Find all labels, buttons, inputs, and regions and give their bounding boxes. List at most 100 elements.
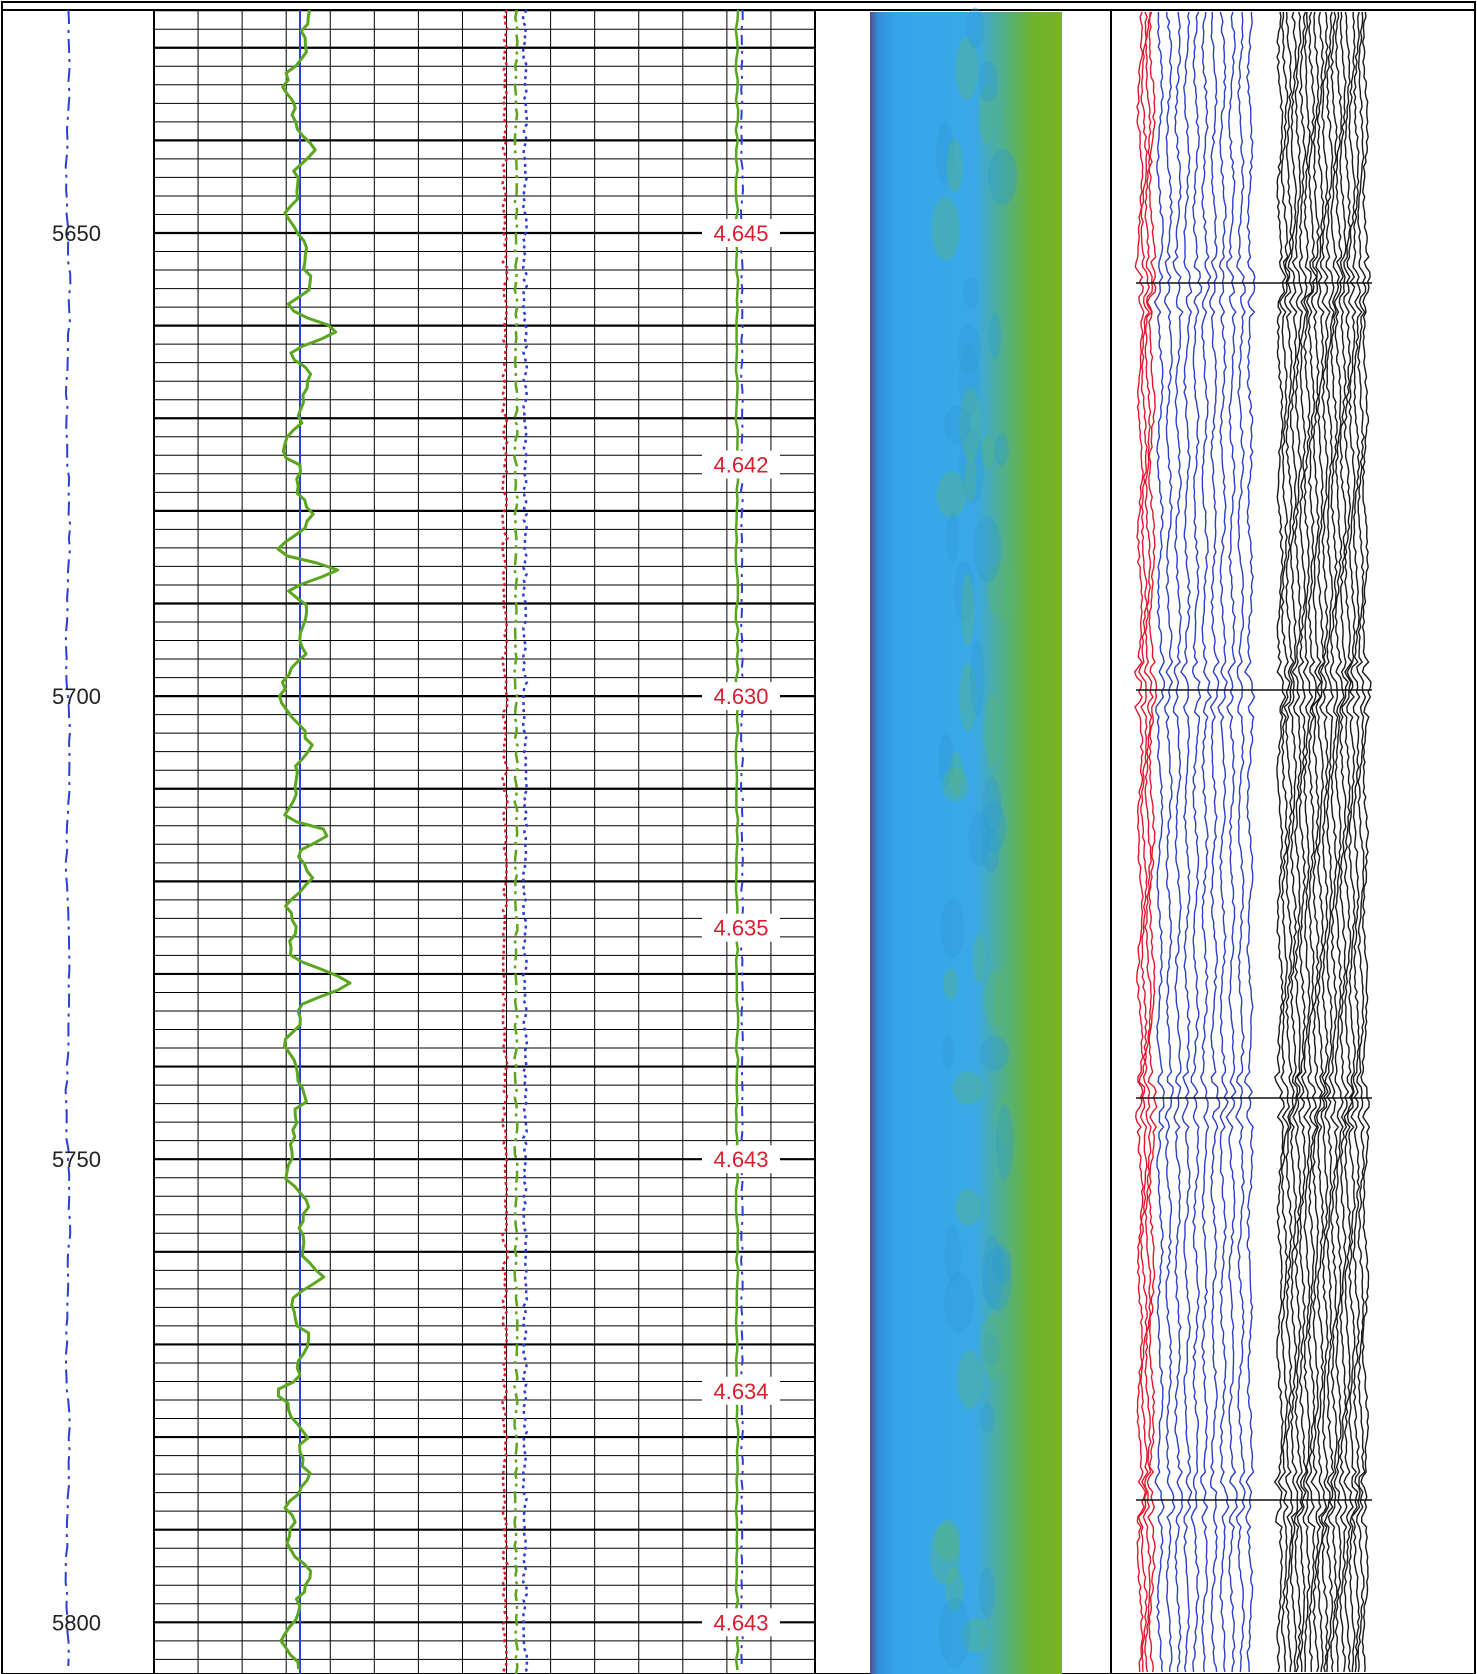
value-label-box	[702, 450, 780, 479]
waveform-trace	[1137, 11, 1150, 1673]
value-label: 4.643	[713, 1610, 768, 1635]
waveform-trace	[1172, 11, 1184, 1672]
value-label: 4.635	[713, 916, 768, 941]
image-texture-blob	[978, 60, 999, 103]
waveform-trace	[1208, 11, 1221, 1673]
depth-track: 5650 5700 5750 5800	[52, 9, 101, 1667]
image-texture-blob	[943, 968, 958, 1001]
image-texture-blob	[961, 1618, 990, 1653]
waveform-trace	[1360, 11, 1372, 1673]
image-texture-blob	[957, 324, 982, 373]
image-texture-blob	[988, 148, 1018, 206]
image-texture-blob	[962, 276, 980, 309]
value-label: 4.634	[713, 1379, 768, 1404]
waveform-trace	[1217, 11, 1230, 1673]
image-texture-blob	[983, 1332, 1001, 1366]
image-track	[870, 7, 1062, 1674]
image-texture-blob	[952, 1071, 984, 1105]
image-texture-blob	[988, 313, 1002, 359]
image-texture-blob	[966, 7, 985, 49]
image-texture-blob	[972, 934, 986, 983]
image-texture-blob	[968, 811, 991, 867]
waveform-trace	[1190, 11, 1203, 1673]
image-texture-blob	[931, 196, 960, 261]
image-texture-blob	[981, 1236, 1004, 1309]
value-label-box	[702, 1608, 780, 1637]
image-texture-blob	[938, 733, 954, 787]
value-label: 4.645	[713, 221, 768, 246]
waveform-trace	[1235, 11, 1246, 1673]
waveform-trace	[1287, 11, 1299, 1673]
waveform-trace	[1243, 11, 1256, 1673]
image-texture-blob	[984, 692, 1000, 767]
waveform-trace	[1310, 11, 1323, 1673]
image-texture-blob	[959, 344, 980, 418]
image-texture-blob	[982, 1246, 1012, 1311]
image-texture-blob	[995, 1093, 1014, 1148]
image-texture-blob	[955, 36, 979, 101]
image-texture-blob	[995, 1104, 1014, 1180]
value-label: 4.642	[713, 453, 768, 478]
waveform-trace	[1323, 11, 1335, 1673]
waveform-trace	[1300, 12, 1314, 1673]
waveform-trace	[1315, 11, 1328, 1673]
waveform-track	[1110, 10, 1372, 1674]
green-dashed-curve	[513, 9, 519, 1674]
image-texture-blob	[936, 471, 967, 519]
waveform-trace	[1146, 11, 1158, 1673]
image-texture-blob	[938, 1597, 971, 1668]
image-texture-blob	[981, 827, 1000, 873]
image-texture-blob	[946, 511, 960, 563]
waveform-trace	[1305, 11, 1318, 1673]
value-label-box	[702, 1145, 780, 1174]
waveform-trace	[1350, 11, 1363, 1673]
waveform-trace	[1338, 11, 1350, 1673]
waveform-trace	[1180, 11, 1193, 1673]
image-texture-blob	[943, 1272, 974, 1333]
waveform-trace	[1283, 11, 1295, 1673]
image-texture-blob	[935, 1519, 961, 1562]
green-solid-curve-right	[734, 9, 740, 1671]
image-texture-blob	[981, 434, 995, 469]
image-texture-blob	[948, 751, 963, 795]
image-texture-blob	[994, 967, 1009, 1040]
image-texture-blob	[944, 404, 971, 444]
image-texture-blob	[955, 1188, 981, 1227]
depth-tick-label: 5700	[52, 684, 101, 709]
image-texture-blob	[953, 561, 975, 623]
waveform-trace	[1133, 11, 1147, 1673]
value-label-box	[702, 913, 780, 942]
image-texture-blob	[991, 1243, 1012, 1284]
image-texture-blob	[979, 800, 1007, 853]
image-texture-blob	[940, 898, 965, 958]
image-texture-blob	[959, 662, 977, 732]
gamma-ray-curve	[276, 9, 352, 1670]
image-texture-blob	[969, 640, 985, 715]
waveform-trace	[1327, 11, 1340, 1673]
depth-tick-label: 5750	[52, 1147, 101, 1172]
image-texture-blob	[945, 1567, 964, 1612]
borehole-image	[870, 12, 1062, 1674]
image-texture-blob	[946, 139, 963, 193]
image-texture-blob	[957, 1350, 983, 1410]
waveform-trace	[1346, 11, 1359, 1673]
waveform-trace	[1163, 11, 1176, 1673]
image-texture-blob	[973, 516, 1002, 583]
waveform-trace	[1153, 11, 1166, 1673]
waveform-trace	[1341, 11, 1355, 1673]
image-texture-blob	[929, 1523, 961, 1585]
image-texture-blob	[978, 85, 995, 146]
waveform-trace	[1273, 11, 1287, 1673]
depth-tick-label: 5650	[52, 221, 101, 246]
main-log-track: 4.645 4.642 4.630 4.635 4.643 4.634 4.643	[153, 9, 816, 1674]
waveform-trace	[1142, 11, 1154, 1673]
image-texture-blob	[944, 1224, 962, 1284]
blue-dashed-curve-right	[739, 9, 745, 1671]
image-texture-blob	[982, 776, 1002, 835]
image-texture-blob	[979, 1566, 995, 1618]
blue-dotted-curve	[521, 9, 529, 1673]
image-texture-blob	[979, 1403, 995, 1434]
value-label: 4.630	[713, 684, 768, 709]
image-texture-blob	[942, 767, 969, 802]
